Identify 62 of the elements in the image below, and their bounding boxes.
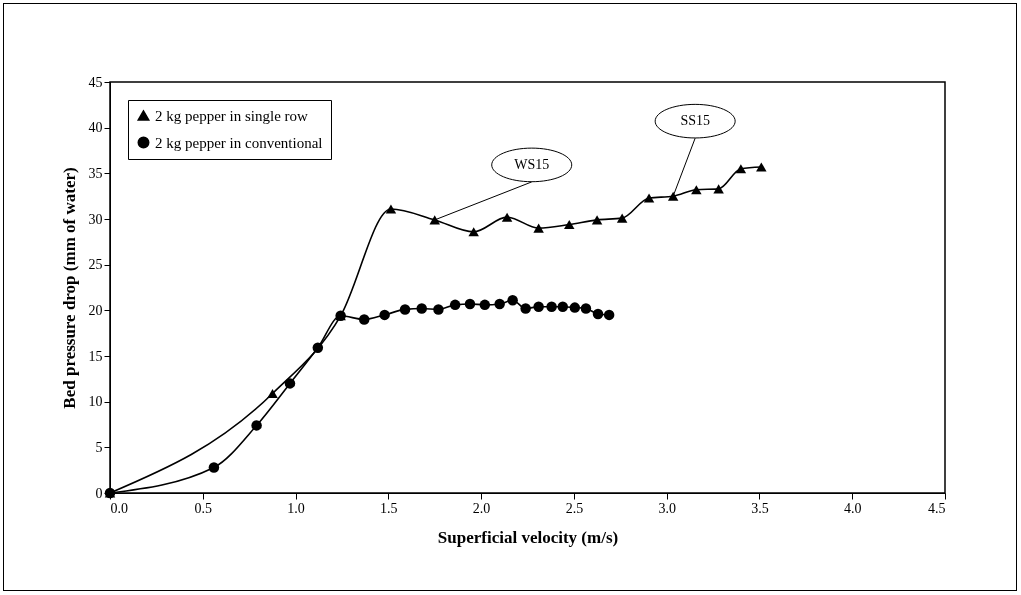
y-tick-label: 40 — [88, 120, 103, 136]
point — [433, 304, 444, 315]
x-tick-label: 3.0 — [658, 500, 676, 516]
y-tick-label: 35 — [88, 165, 103, 181]
x-tick-label: 0.0 — [110, 500, 128, 516]
annotation: SS15 — [680, 113, 710, 129]
y-tick-label: 0 — [95, 485, 103, 501]
y-tick-label: 5 — [95, 439, 103, 455]
point — [713, 184, 724, 194]
point — [533, 223, 544, 233]
point — [735, 164, 747, 174]
point — [603, 309, 615, 321]
point — [507, 295, 518, 306]
point — [520, 303, 531, 314]
point — [494, 298, 505, 310]
x-tick-label: 1.0 — [287, 500, 305, 516]
legend-label: 2 kg pepper in conventional — [155, 134, 323, 151]
y-axis-title: Bed pressure drop (mm of water) — [59, 167, 79, 409]
point — [592, 308, 604, 320]
point — [208, 462, 220, 473]
x-tick-label: 0.5 — [194, 500, 213, 516]
legend-label: 2 kg pepper in single row — [155, 107, 309, 124]
y-tick-label: 15 — [88, 348, 103, 364]
point — [557, 301, 568, 312]
point — [468, 227, 479, 237]
x-tick-label: 4.5 — [928, 500, 946, 516]
point — [564, 219, 575, 230]
x-tick-label: 1.5 — [380, 500, 398, 516]
point — [691, 185, 702, 195]
point — [591, 215, 603, 225]
y-tick-label: 20 — [88, 302, 103, 318]
annotation: WS15 — [514, 156, 550, 172]
point — [251, 420, 262, 431]
y-tick-label: 45 — [88, 74, 103, 90]
y-tick-label: 10 — [88, 394, 103, 410]
point — [616, 213, 628, 223]
x-tick-label: 2.5 — [565, 500, 584, 516]
point — [416, 303, 427, 314]
point — [501, 212, 513, 222]
x-tick-label: 2.0 — [472, 500, 491, 516]
point — [464, 298, 476, 310]
y-tick-label: 30 — [88, 211, 103, 227]
point — [643, 193, 655, 203]
point — [546, 301, 557, 312]
point — [667, 191, 679, 201]
point — [284, 378, 296, 389]
point — [479, 299, 491, 311]
point — [312, 342, 324, 354]
point — [580, 303, 592, 314]
point — [399, 304, 411, 315]
point — [449, 299, 461, 311]
x-tick-label: 4.0 — [843, 500, 862, 516]
point — [358, 314, 370, 325]
point — [267, 388, 278, 398]
point — [379, 309, 390, 321]
point — [569, 302, 581, 313]
y-tick-label: 25 — [88, 257, 103, 273]
point — [385, 204, 397, 214]
point — [756, 162, 767, 172]
x-tick-label: 3.5 — [751, 500, 769, 516]
x-axis-title: Superficial velocity (m/s) — [437, 527, 619, 547]
point — [533, 301, 544, 312]
